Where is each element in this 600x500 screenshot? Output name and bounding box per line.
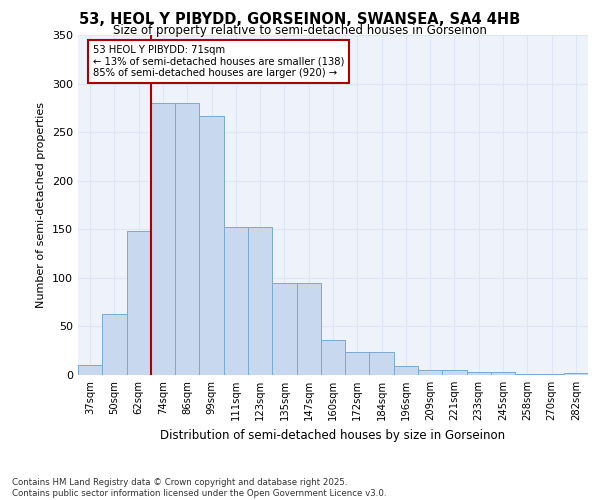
Bar xyxy=(515,374,539,375)
Text: 53, HEOL Y PIBYDD, GORSEINON, SWANSEA, SA4 4HB: 53, HEOL Y PIBYDD, GORSEINON, SWANSEA, S… xyxy=(79,12,521,28)
Bar xyxy=(467,372,491,375)
Bar xyxy=(539,374,564,375)
Bar xyxy=(151,103,175,375)
Text: 53 HEOL Y PIBYDD: 71sqm
← 13% of semi-detached houses are smaller (138)
85% of s: 53 HEOL Y PIBYDD: 71sqm ← 13% of semi-de… xyxy=(92,44,344,78)
Bar xyxy=(442,370,467,375)
Bar xyxy=(296,282,321,375)
Bar xyxy=(564,373,588,375)
Bar xyxy=(418,370,442,375)
Bar xyxy=(345,352,370,375)
Bar xyxy=(199,116,224,375)
Bar xyxy=(175,103,199,375)
Bar xyxy=(272,282,296,375)
Text: Contains HM Land Registry data © Crown copyright and database right 2025.
Contai: Contains HM Land Registry data © Crown c… xyxy=(12,478,386,498)
Bar xyxy=(102,314,127,375)
Bar xyxy=(224,228,248,375)
Bar xyxy=(491,372,515,375)
Bar xyxy=(127,231,151,375)
Bar xyxy=(321,340,345,375)
X-axis label: Distribution of semi-detached houses by size in Gorseinon: Distribution of semi-detached houses by … xyxy=(160,428,506,442)
Bar xyxy=(394,366,418,375)
Bar xyxy=(248,228,272,375)
Y-axis label: Number of semi-detached properties: Number of semi-detached properties xyxy=(37,102,46,308)
Bar xyxy=(78,366,102,375)
Bar xyxy=(370,352,394,375)
Text: Size of property relative to semi-detached houses in Gorseinon: Size of property relative to semi-detach… xyxy=(113,24,487,37)
